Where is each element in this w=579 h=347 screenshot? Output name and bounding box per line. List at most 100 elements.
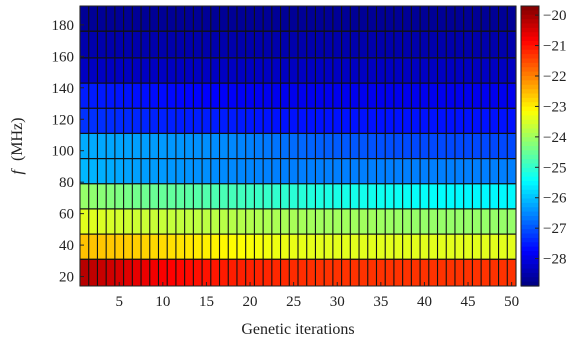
heatmap-cell: [167, 234, 176, 260]
colorbar-segment: [521, 272, 539, 278]
heatmap-cell: [254, 234, 264, 260]
heatmap-cell: [341, 183, 351, 209]
heatmap-cell: [271, 158, 281, 184]
heatmap-cell: [376, 158, 386, 184]
heatmap-cell: [402, 31, 412, 58]
colorbar-segment: [521, 14, 539, 20]
heatmap-cell: [393, 183, 403, 209]
heatmap-cell: [88, 57, 98, 84]
heatmap-cell: [332, 133, 342, 159]
heatmap-cell: [193, 183, 203, 209]
colorbar-segment: [521, 229, 539, 235]
heatmap-cell: [420, 83, 429, 109]
colorbar-tick-label: −21: [543, 39, 566, 55]
heatmap-cell: [210, 6, 220, 32]
heatmap-cell: [141, 208, 150, 235]
heatmap-cell: [420, 31, 429, 58]
heatmap-cell: [428, 83, 438, 109]
heatmap-cell: [245, 208, 255, 235]
heatmap-cell: [132, 133, 142, 159]
heatmap-cell: [175, 57, 185, 84]
heatmap-cell: [481, 57, 490, 84]
heatmap-cell: [350, 259, 360, 286]
colorbar-segment: [521, 189, 539, 195]
colorbar-segment: [521, 264, 539, 270]
x-tick-label: 25: [286, 294, 301, 310]
heatmap-cell: [271, 183, 281, 209]
heatmap-cell: [437, 259, 447, 286]
heatmap-cell: [193, 31, 203, 58]
heatmap-cell: [106, 57, 115, 84]
heatmap-cell: [385, 31, 394, 58]
heatmap-cell: [385, 83, 394, 109]
x-tick-label: 40: [417, 294, 432, 310]
heatmap-cell: [97, 108, 107, 134]
heatmap-cell: [489, 83, 499, 109]
heatmap-cell: [202, 83, 211, 109]
heatmap-cell: [123, 234, 133, 260]
heatmap-cell: [158, 133, 168, 159]
heatmap-cell: [385, 108, 394, 134]
heatmap-cell: [263, 183, 272, 209]
colorbar-segment: [521, 277, 539, 283]
heatmap-cell: [472, 6, 482, 32]
heatmap-cell: [289, 208, 298, 235]
heatmap-cell: [481, 133, 490, 159]
heatmap-cell: [149, 133, 159, 159]
heatmap-cell: [315, 234, 325, 260]
heatmap-cell: [437, 133, 447, 159]
heatmap-cell: [88, 83, 98, 109]
colorbar-segment: [521, 97, 539, 103]
heatmap-cell: [359, 234, 368, 260]
x-tick-label: 35: [373, 294, 388, 310]
heatmap-cell: [446, 57, 455, 84]
heatmap-cell: [411, 57, 421, 84]
colorbar-segment: [521, 141, 539, 147]
heatmap-cell: [402, 158, 412, 184]
heatmap-cell: [481, 234, 490, 260]
y-tick-label: 40: [59, 238, 74, 254]
heatmap-cell: [411, 234, 421, 260]
heatmap-cell: [472, 133, 482, 159]
heatmap-cell: [123, 259, 133, 286]
heatmap-cell: [454, 108, 464, 134]
heatmap-cell: [489, 108, 499, 134]
heatmap-cell: [376, 6, 386, 32]
colorbar-segment: [521, 176, 539, 182]
heatmap-cell: [298, 83, 307, 109]
heatmap-cell: [481, 31, 490, 58]
heatmap-cell: [106, 158, 115, 184]
heatmap-cell: [306, 108, 316, 134]
colorbar-segment: [521, 49, 539, 55]
heatmap-cell: [332, 83, 342, 109]
heatmap-cell: [254, 158, 264, 184]
heatmap-cell: [428, 31, 438, 58]
heatmap-cell: [298, 31, 307, 58]
y-tick-label: 160: [52, 49, 75, 65]
heatmap-cell: [123, 133, 133, 159]
heatmap-cell: [219, 234, 229, 260]
heatmap-cell: [350, 133, 360, 159]
heatmap-cell: [446, 259, 455, 286]
heatmap-cell: [202, 6, 211, 32]
heatmap-cell: [489, 183, 499, 209]
heatmap-cell: [123, 6, 133, 32]
heatmap-cell: [149, 57, 159, 84]
colorbar-segment: [521, 124, 539, 130]
heatmap-cell: [106, 208, 115, 235]
heatmap-cell: [219, 108, 229, 134]
heatmap-cell: [498, 208, 508, 235]
heatmap-cell: [132, 83, 142, 109]
x-axis-ticks: 5 10 15 20 25 30 35 40 45 50: [115, 282, 519, 310]
heatmap-cell: [367, 183, 377, 209]
heatmap-cell: [411, 31, 421, 58]
colorbar-segment: [521, 45, 539, 51]
heatmap-cell: [219, 83, 229, 109]
heatmap-cell: [411, 259, 421, 286]
heatmap-cell: [132, 259, 142, 286]
heatmap-cell: [324, 133, 333, 159]
colorbar-segment: [521, 216, 539, 221]
heatmap-cell: [158, 6, 168, 32]
colorbar-segment: [521, 132, 539, 138]
heatmap-cell: [393, 108, 403, 134]
